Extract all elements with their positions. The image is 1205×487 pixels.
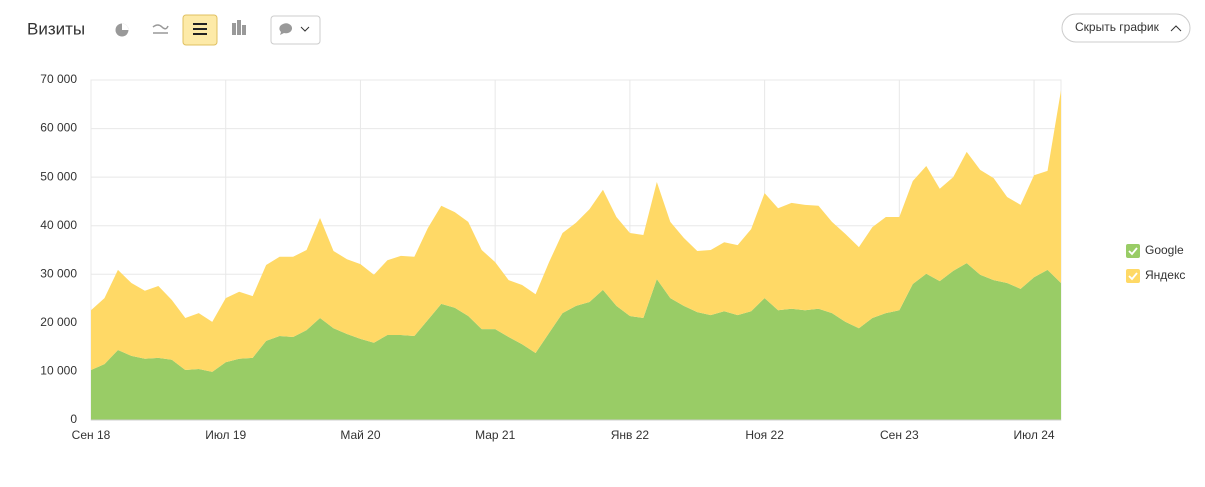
view-icon-pie[interactable] — [115, 23, 129, 37]
y-tick-label: 50 000 — [40, 169, 77, 183]
y-tick-label: 60 000 — [40, 121, 77, 135]
y-tick-label: 70 000 — [40, 72, 77, 86]
y-tick-label: 10 000 — [40, 364, 77, 378]
area — [91, 90, 1061, 372]
x-tick-label: Июл 19 — [205, 428, 246, 442]
y-tick-label: 0 — [70, 412, 77, 426]
x-tick-label: Сен 18 — [72, 428, 111, 442]
legend-check — [1128, 247, 1138, 256]
view-icon-line[interactable] — [152, 24, 169, 34]
y-tick-label: 40 000 — [40, 218, 77, 232]
legend-label[interactable]: Google — [1145, 243, 1184, 257]
view-icon-bars[interactable] — [232, 20, 246, 35]
notes-dropdown[interactable] — [270, 15, 321, 45]
x-tick-label: Май 20 — [340, 428, 381, 442]
x-tick-label: Янв 22 — [611, 428, 650, 442]
legend-check — [1128, 272, 1138, 281]
hide-chart-button[interactable]: Скрыть график — [1061, 13, 1191, 43]
x-tick-label: Ноя 22 — [745, 428, 784, 442]
x-tick-label: Июл 24 — [1014, 428, 1055, 442]
legend-checkbox[interactable] — [1126, 244, 1140, 258]
button-label: Скрыть график — [1075, 20, 1160, 34]
chart-title: Визиты — [27, 19, 85, 38]
legend-checkbox[interactable] — [1126, 269, 1140, 283]
y-tick-label: 20 000 — [40, 315, 77, 329]
legend-label[interactable]: Яндекс — [1145, 268, 1185, 282]
y-tick-label: 30 000 — [40, 266, 77, 280]
x-tick-label: Сен 23 — [880, 428, 919, 442]
area — [91, 263, 1061, 420]
x-tick-label: Мар 21 — [475, 428, 515, 442]
view-icon-area[interactable] — [182, 14, 218, 46]
